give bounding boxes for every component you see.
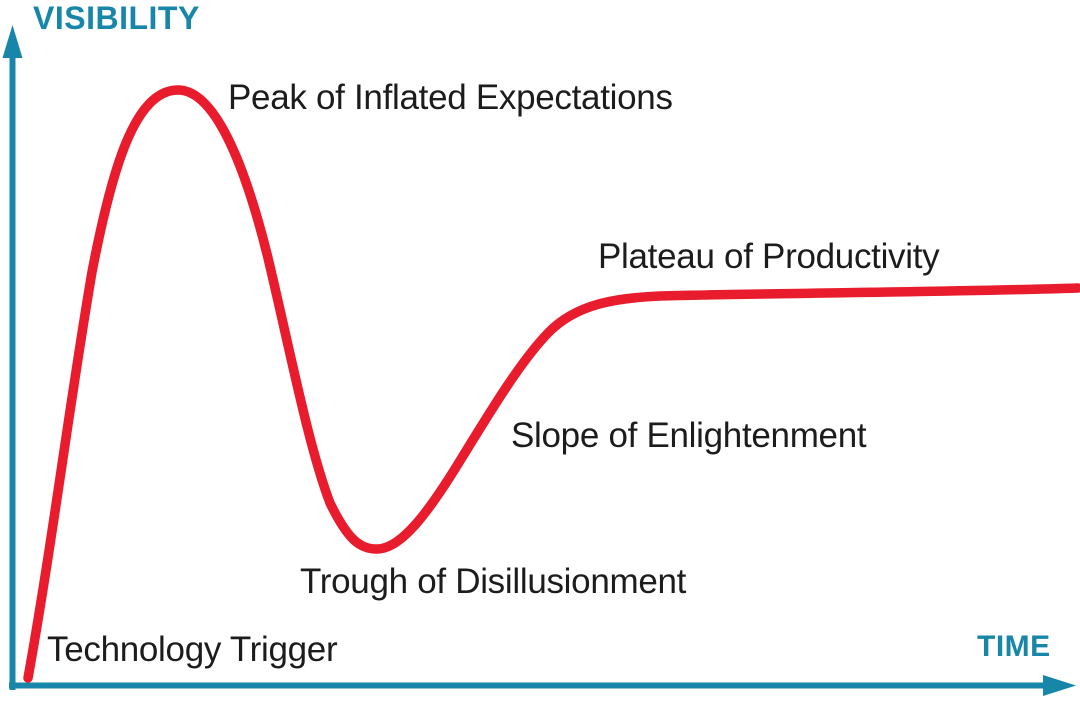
x-axis-label: TIME	[977, 630, 1051, 663]
y-axis-arrowhead-icon	[2, 25, 23, 58]
hype-curve	[23, 85, 1080, 683]
phase-label-technology-trigger: Technology Trigger	[47, 630, 338, 669]
phase-label-plateau-of-productivity: Plateau of Productivity	[598, 237, 940, 276]
phase-label-slope-of-enlightenment: Slope of Enlightenment	[511, 416, 867, 455]
x-axis-arrowhead-icon	[1043, 675, 1076, 696]
phase-label-peak-of-inflated-expectations: Peak of Inflated Expectations	[228, 78, 673, 117]
phase-label-trough-of-disillusionment: Trough of Disillusionment	[300, 562, 687, 601]
y-axis-label: VISIBILITY	[33, 0, 200, 36]
